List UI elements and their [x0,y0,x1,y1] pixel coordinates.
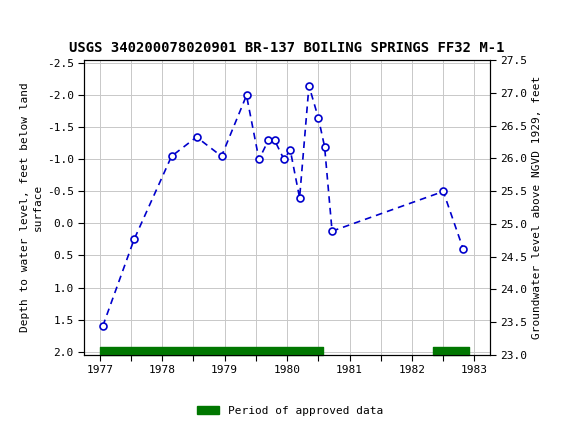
Legend: Period of approved data: Period of approved data [193,401,387,420]
Text: USGS: USGS [49,14,104,31]
Title: USGS 340200078020901 BR-137 BOILING SPRINGS FF32 M-1: USGS 340200078020901 BR-137 BOILING SPRI… [70,41,505,55]
Y-axis label: Groundwater level above NGVD 1929, feet: Groundwater level above NGVD 1929, feet [532,76,542,339]
Bar [3,3,46,42]
Y-axis label: Depth to water level, feet below land
surface: Depth to water level, feet below land su… [20,83,42,332]
